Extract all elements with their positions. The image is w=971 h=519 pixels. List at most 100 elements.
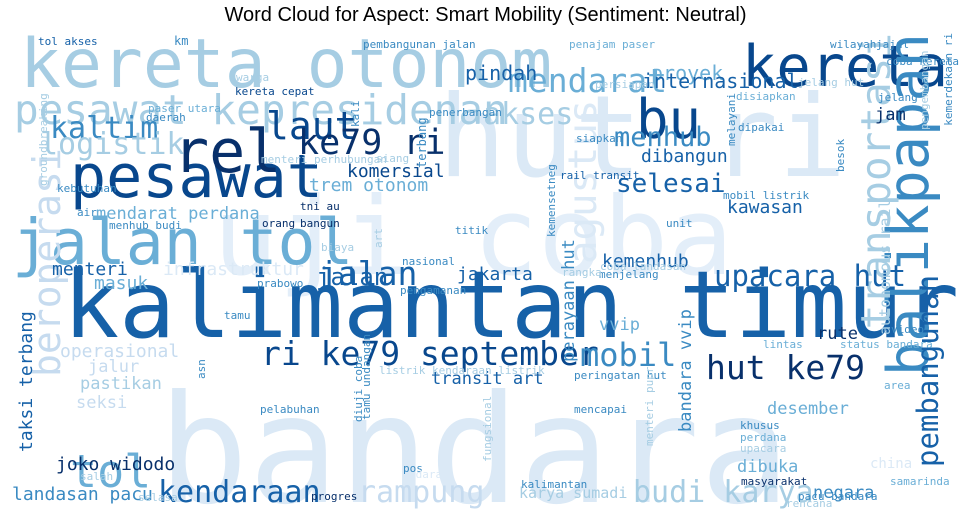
- cloud-word: rel: [173, 117, 281, 187]
- cloud-word: samarinda: [890, 475, 950, 488]
- cloud-word: groundbreaking: [37, 93, 50, 186]
- cloud-word: proyek: [651, 61, 723, 85]
- cloud-word: dibangun: [641, 146, 728, 167]
- cloud-word: menhub: [614, 122, 712, 153]
- cloud-word: menteri perhubungan: [261, 153, 387, 166]
- cloud-word: jalur: [88, 357, 139, 377]
- cloud-word: dipakai: [738, 121, 784, 134]
- cloud-word: upacara: [740, 442, 786, 455]
- cloud-word: air: [77, 206, 97, 219]
- cloud-word: taksi terbang: [16, 311, 37, 452]
- cloud-word: kereta otonom: [20, 32, 552, 104]
- cloud-word: karya sumadi: [519, 484, 627, 502]
- cloud-word: kereta cepat: [235, 85, 314, 98]
- cloud-word: tol: [70, 445, 151, 498]
- cloud-word: besok: [834, 139, 847, 172]
- cloud-word: udara: [409, 468, 442, 481]
- cloud-word: upacara hut: [714, 259, 906, 293]
- cloud-word: nasional: [402, 255, 455, 268]
- cloud-word: disiapkan: [736, 90, 796, 103]
- cloud-word: joko widodo: [56, 454, 175, 475]
- cloud-word: area: [884, 379, 911, 392]
- cloud-word: bangun: [300, 217, 340, 230]
- cloud-word: siang: [376, 152, 409, 165]
- cloud-word: rute: [817, 324, 858, 344]
- cloud-word: trem otonom: [309, 175, 428, 196]
- cloud-word: fungsional: [481, 396, 494, 462]
- cloud-word: siapkan: [576, 132, 622, 145]
- cloud-word: mencapai: [574, 403, 627, 416]
- cloud-word: tamu undangan: [360, 334, 373, 420]
- cloud-word: dibuka: [737, 457, 798, 477]
- cloud-word: kemerdekaan ri: [942, 33, 955, 126]
- cloud-word: pacu bandara: [798, 490, 877, 503]
- cloud-word: kalimantan timur: [63, 251, 959, 359]
- cloud-word: jalan: [316, 263, 388, 291]
- cloud-word: tamu: [224, 309, 251, 322]
- cloud-word: logistik: [40, 127, 185, 162]
- cloud-word: kemensetneg: [545, 164, 558, 237]
- cloud-word: hut ke79: [706, 348, 865, 387]
- cloud-word: pastikan: [80, 374, 162, 394]
- cloud-word: bandara: [158, 364, 790, 512]
- cloud-word: vvip: [599, 315, 640, 335]
- cloud-word: asn: [195, 359, 208, 379]
- cloud-word: kebutuhan: [57, 182, 117, 195]
- cloud-word: kendaraan: [158, 475, 321, 510]
- cloud-word: kemenhub: [602, 251, 689, 272]
- cloud-word: pengembangan: [918, 51, 931, 130]
- cloud-word: tol akses: [38, 35, 98, 48]
- cloud-word: listrik kendaraan listrik: [379, 364, 545, 377]
- cloud-word: rangka: [562, 266, 602, 279]
- cloud-word: operasional: [60, 341, 179, 362]
- cloud-word: hut ri: [438, 71, 846, 203]
- cloud-word: kereta: [742, 34, 948, 100]
- cloud-word: mendarat perdana: [96, 204, 260, 224]
- cloud-word: masyarakat: [741, 475, 807, 488]
- cloud-word: pos: [403, 462, 423, 475]
- cloud-word: transportasi: [852, 33, 900, 329]
- cloud-word: kalimantan: [521, 478, 587, 491]
- cloud-word: rail transit: [560, 169, 639, 182]
- cloud-word: mendarat: [508, 61, 667, 100]
- cloud-word: warga: [236, 71, 269, 84]
- cloud-word: prabowo: [257, 277, 303, 290]
- cloud-word: jelang hut: [798, 76, 864, 89]
- cloud-word: jelang: [878, 91, 918, 104]
- cloud-word: progres: [311, 490, 357, 503]
- cloud-word: akses: [483, 97, 573, 132]
- cloud-word: bu: [636, 88, 701, 151]
- cloud-word: pelabuhan: [260, 403, 320, 416]
- cloud-word: pindah: [465, 61, 537, 85]
- cloud-word: jalan tol: [12, 206, 353, 279]
- cloud-word: melayani: [725, 93, 738, 146]
- cloud-word: wilayah: [830, 38, 876, 51]
- cloud-word: infrastruktur: [163, 259, 304, 280]
- cloud-word: tni au: [300, 200, 340, 213]
- cloud-word: pesawat kepresidenan: [14, 86, 508, 134]
- cloud-word: selesai: [616, 169, 726, 199]
- cloud-word: selasa: [138, 491, 178, 504]
- cloud-word: video: [891, 323, 924, 336]
- cloud-word: komersial: [347, 161, 445, 182]
- cloud-word: ke79 ri: [298, 123, 446, 163]
- cloud-word: laut: [266, 104, 358, 148]
- cloud-word: pembangunan jalan: [363, 38, 476, 51]
- cloud-word: menteri: [52, 259, 128, 280]
- cloud-word: unit: [666, 217, 693, 230]
- cloud-word: paser utara: [148, 102, 221, 115]
- word-cloud: bandara hut ri uji coba kalimantan timur ker…: [8, 32, 960, 512]
- cloud-word: beroperasi: [25, 148, 69, 377]
- cloud-word: jakarta: [457, 264, 533, 285]
- cloud-word: art: [372, 228, 385, 248]
- cloud-word: kawasan: [727, 197, 803, 218]
- cloud-word: perdana: [740, 431, 786, 444]
- cloud-word: landasan pacu: [12, 484, 153, 505]
- cloud-word: status bandara: [840, 338, 933, 351]
- cloud-word: rampung: [358, 475, 484, 510]
- cloud-word: coba landasan: [600, 260, 686, 273]
- cloud-word: persiapan: [595, 78, 655, 91]
- cloud-word: desember: [767, 399, 849, 419]
- chart-title: Word Cloud for Aspect: Smart Mobility (S…: [224, 4, 747, 26]
- cloud-word: daerah: [146, 111, 186, 124]
